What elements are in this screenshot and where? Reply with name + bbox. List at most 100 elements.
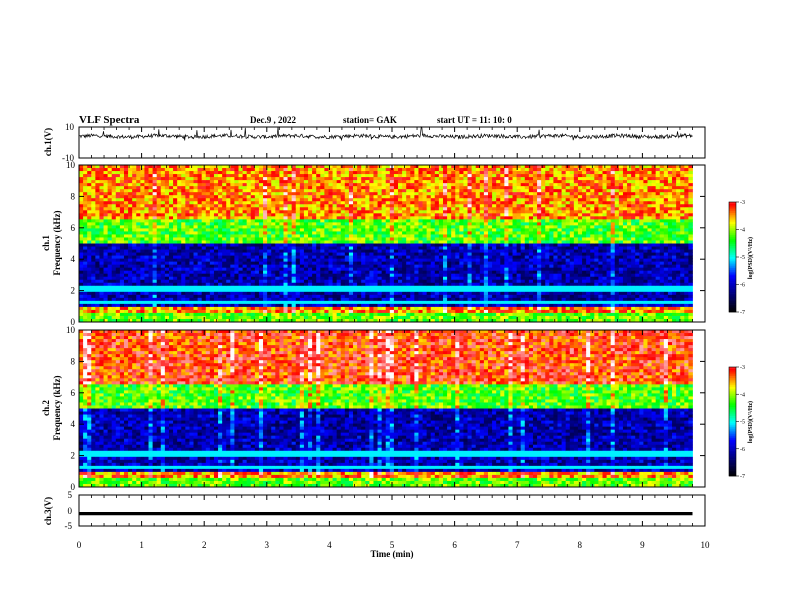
spectrogram-cell	[451, 291, 456, 296]
spectrogram-cell	[148, 201, 154, 205]
spectrogram-cell	[443, 318, 448, 323]
spectrogram-cell	[222, 228, 227, 232]
spectrogram-cell	[299, 312, 305, 317]
spectrogram-cell	[434, 261, 440, 266]
spectrogram-cell	[389, 198, 395, 202]
spectrogram-cell	[218, 291, 223, 296]
spectrogram-cell	[218, 306, 223, 311]
spectrogram-cell	[283, 297, 288, 302]
spectrogram-cell	[451, 294, 456, 299]
spectrogram-cell	[168, 174, 174, 178]
spectrogram-cell	[299, 291, 305, 296]
spectrogram-cell	[402, 243, 407, 247]
spectrogram-cell	[291, 165, 297, 169]
spectrogram-cell	[136, 273, 141, 278]
spectrogram-cell	[226, 288, 231, 293]
spectrogram-cell	[328, 189, 333, 193]
spectrogram-cell	[246, 216, 252, 220]
spectrogram-cell	[373, 177, 378, 181]
spectrogram-cell	[332, 237, 338, 241]
spectrogram-cell	[95, 309, 100, 314]
spectrogram-cell	[447, 303, 452, 308]
spectrogram-cell	[328, 270, 333, 275]
spectrogram-cell	[132, 249, 137, 253]
spectrogram-cell	[393, 183, 399, 187]
spectrogram-cell	[357, 285, 362, 290]
spectrogram-cell	[291, 171, 297, 175]
spectrogram-cell	[369, 270, 374, 275]
spectrogram-cell	[398, 315, 403, 320]
spectrogram-cell	[438, 270, 444, 275]
spectrogram-cell	[414, 183, 419, 187]
spectrogram-cell	[99, 189, 104, 193]
spectrogram-cell	[83, 246, 88, 250]
spectrogram-cell	[459, 195, 464, 199]
spectrogram-cell	[299, 258, 305, 263]
spectrogram-cell	[308, 231, 313, 235]
spectrogram-cell	[173, 279, 178, 284]
spectrogram-cell	[242, 237, 248, 241]
spectrogram-cell	[418, 273, 423, 278]
spectrogram-cell	[344, 282, 350, 287]
spectrogram-cell	[271, 171, 276, 175]
spectrogram-cell	[332, 234, 338, 238]
spectrogram-cell	[275, 243, 280, 247]
spectrogram-cell	[128, 189, 133, 193]
spectrogram-cell	[148, 267, 154, 272]
spectrogram-cell	[123, 198, 129, 202]
spectrogram-cell	[348, 309, 354, 314]
spectrogram-cell	[459, 207, 464, 211]
spectrogram-cell	[87, 255, 92, 259]
spectrogram-cell	[447, 210, 452, 214]
spectrogram-cell	[271, 267, 276, 272]
spectrogram-cell	[271, 282, 276, 287]
spectrogram-cell	[181, 285, 186, 290]
spectrogram-cell	[99, 234, 104, 238]
spectrogram-cell	[422, 255, 428, 259]
spectrogram-cell	[148, 237, 154, 241]
spectrogram-cell	[185, 165, 190, 169]
spectrogram-cell	[213, 210, 219, 214]
spectrogram-cell	[111, 174, 117, 178]
spectrogram-cell	[246, 192, 252, 196]
spectrogram-cell	[87, 234, 92, 238]
spectrogram-cell	[107, 279, 113, 284]
spectrogram-cell	[185, 234, 190, 238]
spectrogram-cell	[246, 198, 252, 202]
spectrogram-cell	[353, 282, 358, 287]
spectrogram-cell	[218, 240, 223, 244]
spectrogram-cell	[103, 273, 109, 278]
spectrogram-cell	[299, 201, 305, 205]
spectrogram-cell	[193, 258, 199, 263]
spectrogram-cell	[140, 174, 145, 178]
spectrogram-cell	[103, 228, 109, 232]
spectrogram-cell	[156, 171, 162, 175]
spectrogram-cell	[275, 261, 280, 266]
spectrogram-cell	[222, 306, 227, 311]
spectrogram-cell	[422, 270, 428, 275]
spectrogram-cell	[107, 201, 113, 205]
spectrogram-cell	[164, 267, 170, 272]
spectrogram-cell	[83, 192, 88, 196]
spectrogram-cell	[459, 249, 464, 253]
spectrogram-cell	[369, 285, 374, 290]
spectrogram-cell	[353, 216, 358, 220]
spectrogram-cell	[83, 276, 88, 281]
spectrogram-cell	[140, 285, 145, 290]
spectrogram-cell	[303, 177, 309, 181]
spectrogram-cell	[385, 201, 391, 205]
spectrogram-cell	[246, 246, 252, 250]
spectrogram-cell	[148, 297, 154, 302]
spectrogram-cell	[250, 204, 256, 208]
spectrogram-cell	[344, 279, 350, 284]
spectrogram-cell	[148, 165, 154, 169]
spectrogram-cell	[181, 222, 186, 226]
spectrogram-cell	[164, 189, 170, 193]
spectrogram-cell	[389, 192, 395, 196]
spectrogram-cell	[254, 288, 260, 293]
spectrogram-cell	[160, 174, 166, 178]
spectrogram-cell	[136, 225, 141, 229]
spectrogram-cell	[193, 282, 199, 287]
spectrogram-cell	[132, 306, 137, 311]
spectrogram-cell	[177, 180, 182, 184]
